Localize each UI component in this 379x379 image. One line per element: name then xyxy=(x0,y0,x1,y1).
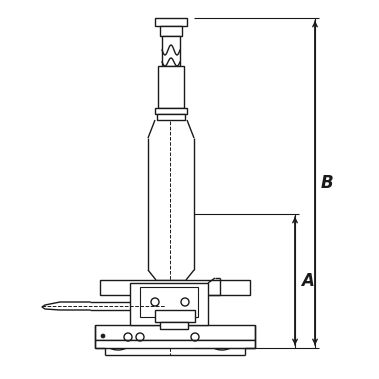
Bar xyxy=(155,310,195,322)
Text: B: B xyxy=(321,174,334,192)
Bar xyxy=(100,280,250,295)
Bar xyxy=(155,108,187,114)
Circle shape xyxy=(101,334,105,338)
Bar xyxy=(130,283,208,325)
Bar xyxy=(160,26,182,36)
Bar xyxy=(157,114,185,120)
Text: A: A xyxy=(301,272,314,290)
Bar xyxy=(158,66,184,108)
Bar xyxy=(162,36,180,66)
Bar xyxy=(95,325,255,340)
Bar xyxy=(160,322,188,329)
Bar xyxy=(95,340,255,348)
Bar xyxy=(155,18,187,26)
Bar xyxy=(140,287,198,317)
